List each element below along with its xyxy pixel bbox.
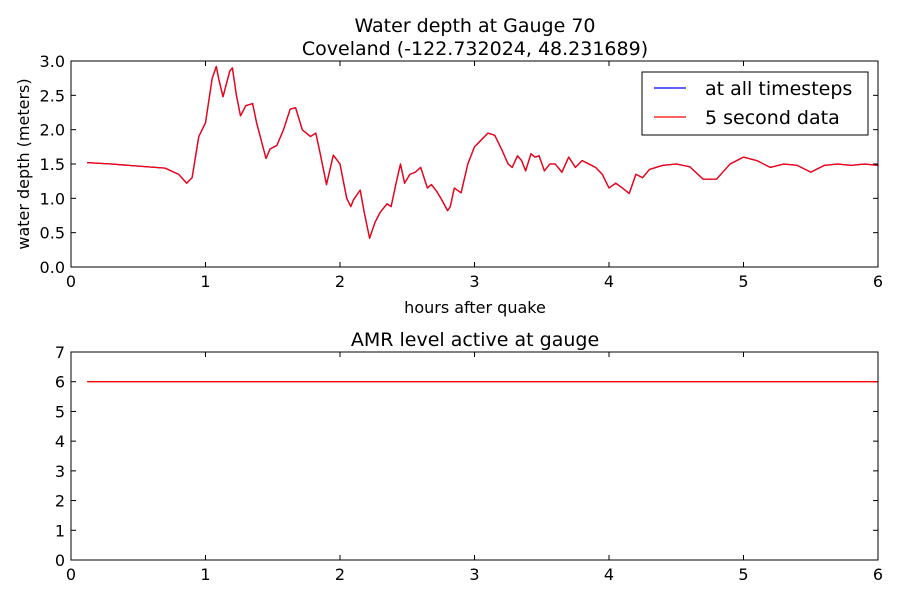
- chart-1: Water depth at Gauge 70 Coveland (-122.7…: [14, 15, 883, 317]
- chart-1-xtick-label: 6: [873, 272, 883, 291]
- chart-1-ytick-label: 3.0: [40, 52, 65, 71]
- chart-1-ytick-label: 1.0: [40, 189, 65, 208]
- chart-2-ytick-label: 4: [55, 432, 65, 451]
- chart-1-ytick-label: 2.0: [40, 121, 65, 140]
- chart-2-xtick-label: 1: [200, 565, 210, 584]
- chart-1-title: Water depth at Gauge 70: [354, 15, 595, 37]
- chart-2-ticks: 0 1 2 3 4 5 6 0 1 2 3 4 5 6 7: [55, 343, 883, 584]
- chart-2-xtick-label: 0: [66, 565, 76, 584]
- chart-1-ytick-label: 0.0: [40, 258, 65, 277]
- chart-1-xtick-label: 3: [469, 272, 479, 291]
- chart-2-xtick-label: 4: [604, 565, 614, 584]
- chart-1-ylabel: water depth (meters): [14, 78, 33, 249]
- chart-1-plot-frame: [70, 60, 879, 268]
- chart-1-xlabel: hours after quake: [404, 298, 546, 317]
- legend-frame: [641, 71, 869, 136]
- chart-2-ytick-label: 6: [55, 373, 65, 392]
- chart-2-ytick-label: 7: [55, 343, 65, 362]
- chart-2-ytick-label: 1: [55, 521, 65, 540]
- chart-1-xtick-label: 2: [335, 272, 345, 291]
- chart-2-xtick-label: 5: [738, 565, 748, 584]
- chart-2-title: AMR level active at gauge: [351, 329, 599, 351]
- chart-2-xtick-label: 3: [469, 565, 479, 584]
- chart-1-series: [87, 65, 879, 239]
- chart-1-ytick-label: 1.5: [40, 155, 65, 174]
- chart-1-legend: at all timesteps 5 second data: [641, 71, 869, 136]
- chart-2-xtick-label: 6: [873, 565, 883, 584]
- chart-2: AMR level active at gauge 0 1 2 3 4 5 6 0 1 2 3 4 5 6…: [55, 329, 883, 584]
- chart-1-ytick-label: 2.5: [40, 86, 65, 105]
- chart-1-xtick-label: 1: [200, 272, 210, 291]
- chart-1-ticks: 0 1 2 3 4 5 6 0.0 0.5 1.0 1.5 2.0 2.5 3.0: [40, 52, 884, 291]
- chart-2-ytick-label: 0: [55, 551, 65, 570]
- chart-1-subtitle: Coveland (-122.732024, 48.231689): [302, 38, 648, 60]
- legend-label-series-2: 5 second data: [705, 107, 840, 129]
- chart-2-plot-frame: [70, 351, 879, 561]
- chart-1-xtick-label: 4: [604, 272, 614, 291]
- chart-1-ytick-label: 0.5: [40, 224, 65, 243]
- chart-2-ytick-label: 5: [55, 402, 65, 421]
- chart-2-ytick-label: 3: [55, 462, 65, 481]
- chart-1-series-line-2: [87, 65, 879, 239]
- legend-label-series-1: at all timesteps: [705, 78, 852, 100]
- chart-2-xtick-label: 2: [335, 565, 345, 584]
- chart-1-xtick-label: 5: [738, 272, 748, 291]
- chart-2-ytick-label: 2: [55, 492, 65, 511]
- chart-1-xtick-label: 0: [66, 272, 76, 291]
